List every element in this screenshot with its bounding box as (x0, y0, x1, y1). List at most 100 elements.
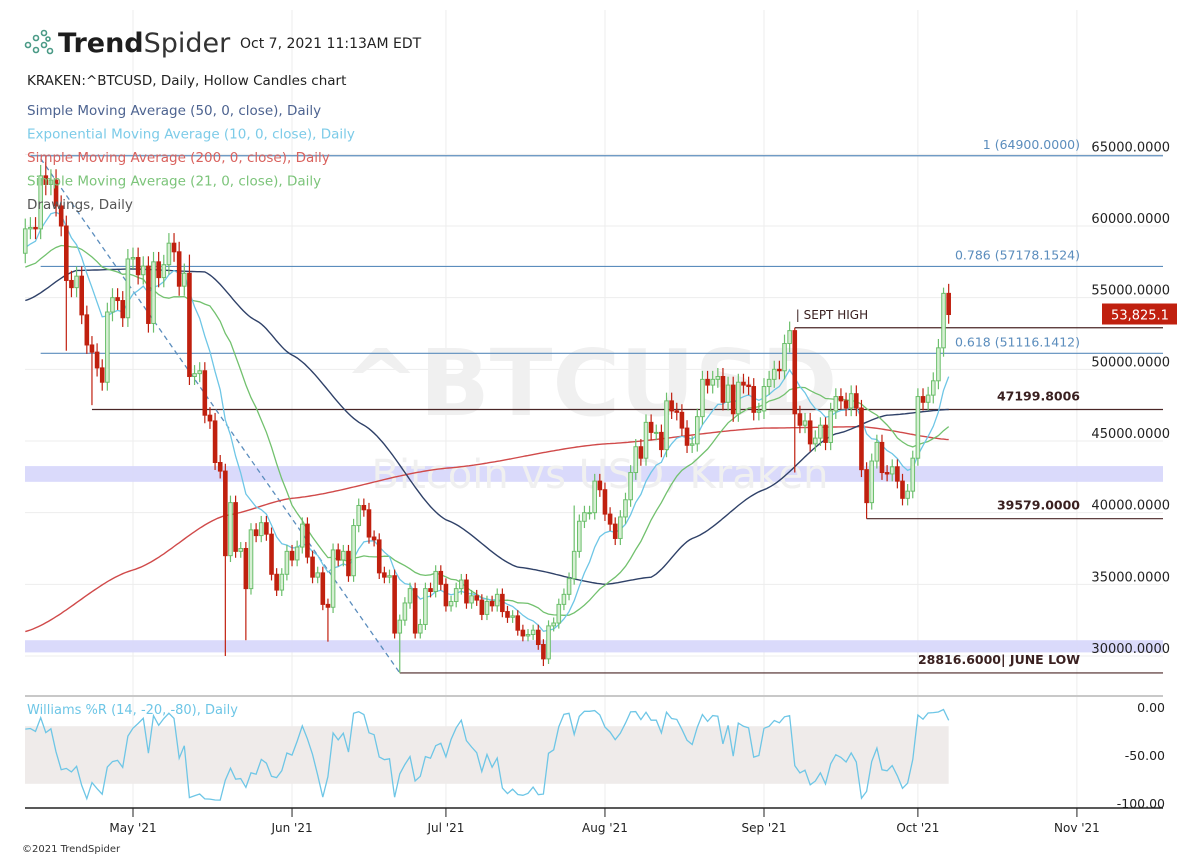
candle-body (715, 375, 721, 380)
candle (197, 362, 202, 383)
candle (910, 450, 916, 499)
time-tick-label: Sep '21 (741, 821, 786, 835)
candle (294, 540, 300, 567)
candle (730, 376, 736, 422)
candle-body (751, 386, 757, 413)
candle-body (48, 179, 54, 185)
candle (140, 256, 146, 285)
candle-body (233, 502, 238, 552)
candle-body (53, 179, 59, 207)
candle-body (274, 573, 279, 591)
candle-body (489, 601, 495, 607)
candle (443, 578, 449, 612)
candle-body (89, 344, 95, 353)
candle-body (346, 550, 351, 577)
candle (705, 370, 710, 394)
candle-body (202, 370, 208, 416)
candle (756, 402, 762, 421)
candle (366, 502, 372, 544)
candle (628, 465, 633, 507)
candle (623, 492, 628, 524)
candle-body (382, 572, 387, 578)
candle-body (577, 520, 582, 552)
candle-body (423, 588, 428, 625)
candle-body (469, 595, 474, 604)
candle (874, 434, 880, 469)
price-axis[interactable]: 65000.0000 60000.0000 55000.0000 50000.0000… (1091, 140, 1177, 657)
candle (135, 247, 141, 285)
symbol-line: KRAKEN:^BTCUSD, Daily, Hollow Candles ch… (27, 73, 346, 89)
candle (74, 266, 79, 298)
candle (607, 507, 613, 531)
candle-body (771, 368, 777, 380)
price-tick-label: 40000.0000 (1091, 499, 1170, 514)
candle-body (500, 593, 505, 613)
candle (156, 251, 161, 288)
legend-item: Simple Moving Average (21, 0, close), Da… (27, 174, 321, 190)
candle-body (464, 579, 469, 604)
candle-body (925, 394, 931, 403)
candle-body (551, 622, 556, 627)
candle-body (284, 550, 290, 575)
level-label: 47199.8006 (997, 388, 1080, 403)
candle (930, 372, 936, 404)
candle (274, 568, 279, 597)
williams-r-title: Williams %R (14, -20, -80), Daily (27, 703, 238, 718)
candle (371, 530, 377, 547)
candle (725, 376, 731, 411)
candle-body (766, 378, 772, 388)
candle-body (115, 297, 120, 302)
candle-body (99, 367, 105, 383)
candle-body (782, 343, 787, 372)
candles (22, 155, 951, 673)
candle-body (310, 556, 315, 578)
candle-body (848, 393, 854, 409)
candle-body (889, 466, 895, 475)
price-tick-label: 45000.0000 (1091, 427, 1170, 442)
candle-body (166, 242, 172, 266)
candle-body (161, 264, 167, 279)
candle (223, 463, 228, 656)
candle (679, 404, 685, 436)
candle (161, 254, 167, 288)
candle (448, 595, 454, 612)
candle (777, 360, 782, 380)
candle (459, 573, 464, 595)
candle-body (566, 578, 572, 595)
candle (802, 412, 808, 434)
candle-body (530, 629, 536, 635)
candle-body (140, 265, 146, 276)
candle (900, 473, 905, 506)
candle-body (695, 416, 700, 445)
candle (341, 544, 346, 567)
candle-body (592, 480, 598, 514)
candle (84, 305, 90, 354)
candle-body (674, 410, 680, 413)
candle-body (448, 601, 454, 607)
candle-body (602, 489, 608, 515)
candle (700, 370, 705, 425)
fib-level-label: 0.618 (51116.1412) (955, 334, 1080, 349)
candle (597, 473, 603, 497)
candle (392, 569, 397, 639)
fib-level-label: 1 (64900.0000) (983, 137, 1080, 152)
candle (433, 565, 438, 598)
candle-body (335, 549, 341, 561)
candle (43, 155, 49, 196)
candle-body (151, 261, 156, 324)
time-axis[interactable]: May '21 Jun '21 Jul '21 Aug '21 Sep '21 Oct '… (25, 807, 1163, 835)
candle (895, 459, 900, 489)
candle-body (474, 595, 480, 601)
candle (335, 543, 341, 567)
candle (79, 266, 85, 325)
candle-body (33, 226, 38, 230)
dashed-trendline (40, 158, 401, 674)
candle-body (305, 523, 310, 558)
candle-body (510, 615, 515, 618)
candle (202, 362, 208, 424)
candle (561, 588, 567, 611)
candle (53, 169, 59, 217)
candle-body (679, 411, 685, 429)
candle-body (110, 297, 115, 313)
